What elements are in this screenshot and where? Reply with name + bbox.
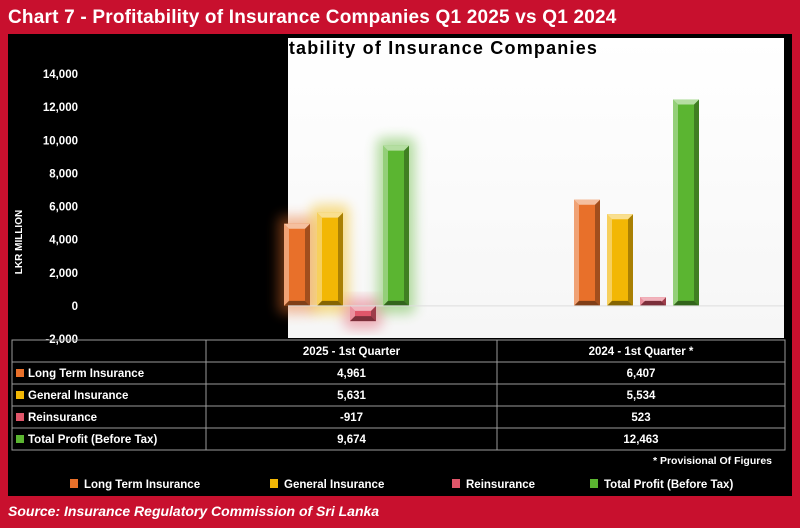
table-series-label: Reinsurance: [28, 412, 97, 424]
bar-general-insurance-2025: [317, 212, 343, 306]
chart-svg: Profitability of Insurance Companies LKR…: [11, 38, 786, 491]
bar-bevel-right: [371, 305, 376, 322]
bar-long-term-insurance-2025: [284, 223, 310, 306]
legend-key: [270, 479, 278, 488]
bar-bevel-right: [628, 214, 633, 306]
bar-bevel-right: [338, 212, 343, 306]
bar-bevel-right: [694, 99, 699, 306]
table-value-cell: 5,534: [627, 390, 656, 402]
bar-long-term-insurance-2024: [574, 199, 600, 306]
y-tick-label: 2,000: [49, 268, 78, 280]
bar-bevel-bottom: [673, 300, 699, 306]
legend-label: Reinsurance: [466, 479, 535, 491]
table-value-cell: 9,674: [337, 434, 366, 446]
table-header-cell: 2025 - 1st Quarter: [303, 346, 401, 358]
y-tick-label: 0: [72, 301, 78, 313]
y-axis-ticks: -2,00002,0004,0006,0008,00010,00012,0001…: [43, 69, 78, 346]
bar-general-insurance-2024: [607, 214, 633, 306]
bar-bevel-top: [284, 223, 310, 229]
bar-reinsurance-2025: [350, 305, 376, 322]
table-value-cell: 5,631: [337, 390, 366, 402]
table-value-cell: 12,463: [623, 434, 658, 446]
bar-bevel-right: [595, 199, 600, 306]
legend-key: [452, 479, 460, 488]
bar-bevel-right: [404, 145, 409, 306]
bar-bevel-top: [383, 145, 409, 151]
bar-bevel-left: [607, 214, 612, 306]
legend-key: [590, 479, 598, 488]
bar-bevel-top: [574, 199, 600, 205]
table-legend-key: [16, 391, 24, 399]
bars: [284, 99, 699, 322]
bar-reinsurance-2024: [640, 297, 666, 306]
header-title: Chart 7 - Profitability of Insurance Com…: [8, 7, 617, 28]
bar-bevel-left: [574, 199, 579, 306]
bar-bevel-left: [317, 212, 322, 306]
table-border: [11, 339, 786, 451]
bar-bevel-bottom: [607, 300, 633, 306]
bar-bevel-bottom: [640, 300, 666, 306]
legend-label: Total Profit (Before Tax): [604, 479, 733, 491]
bar-bevel-bottom: [350, 316, 376, 322]
source-note: Source: Insurance Regulatory Commission …: [8, 503, 380, 519]
y-tick-label: 10,000: [43, 135, 78, 147]
bar-bevel-top: [317, 212, 343, 218]
chart-title: Profitability of Insurance Companies: [242, 38, 598, 58]
plot-area: [288, 38, 784, 338]
y-tick-label: 14,000: [43, 69, 78, 81]
bar-bevel-bottom: [383, 300, 409, 306]
footnote: * Provisional Of Figures: [653, 455, 772, 467]
legend: Long Term Insurance General Insurance Rein…: [70, 479, 733, 491]
chart-panel: Profitability of Insurance Companies LKR…: [8, 34, 792, 496]
bar-bevel-top: [673, 99, 699, 105]
bar-bevel-top: [350, 305, 376, 311]
bar-bevel-left: [673, 99, 678, 306]
table-series-label: Total Profit (Before Tax): [28, 434, 157, 446]
table-legend-key: [16, 369, 24, 377]
bar-bevel-left: [350, 305, 355, 322]
bar-bevel-left: [284, 223, 289, 306]
legend-key: [70, 479, 78, 488]
y-tick-label: 12,000: [43, 102, 78, 114]
bar-total-profit-before-tax-2024: [673, 99, 699, 306]
table-series-label: Long Term Insurance: [28, 368, 144, 380]
y-tick-label: 6,000: [49, 202, 78, 214]
table-series-label: General Insurance: [28, 390, 128, 402]
table-legend-key: [16, 435, 24, 443]
table-value-cell: -917: [340, 412, 363, 424]
bar-bevel-right: [661, 297, 666, 306]
data-table: 2025 - 1st Quarter 2024 - 1st Quarter * Lo…: [11, 339, 786, 451]
legend-label: General Insurance: [284, 479, 384, 491]
bar-bevel-right: [305, 223, 310, 306]
legend-label: Long Term Insurance: [84, 479, 200, 491]
bar-bevel-bottom: [284, 300, 310, 306]
table-value-cell: 6,407: [627, 368, 656, 380]
bar-bevel-bottom: [574, 300, 600, 306]
bar-bevel-left: [383, 145, 388, 306]
bar-bevel-bottom: [317, 300, 343, 306]
bar-bevel-left: [640, 297, 645, 306]
y-tick-label: 8,000: [49, 168, 78, 180]
table-legend-key: [16, 413, 24, 421]
table-value-cell: 4,961: [337, 368, 366, 380]
table-header-cell: 2024 - 1st Quarter *: [589, 346, 694, 358]
y-axis-label: LKR MILLION: [14, 210, 25, 274]
bar-bevel-top: [607, 214, 633, 220]
bar-total-profit-before-tax-2025: [383, 145, 409, 306]
y-tick-label: 4,000: [49, 235, 78, 247]
table-value-cell: 523: [631, 412, 650, 424]
